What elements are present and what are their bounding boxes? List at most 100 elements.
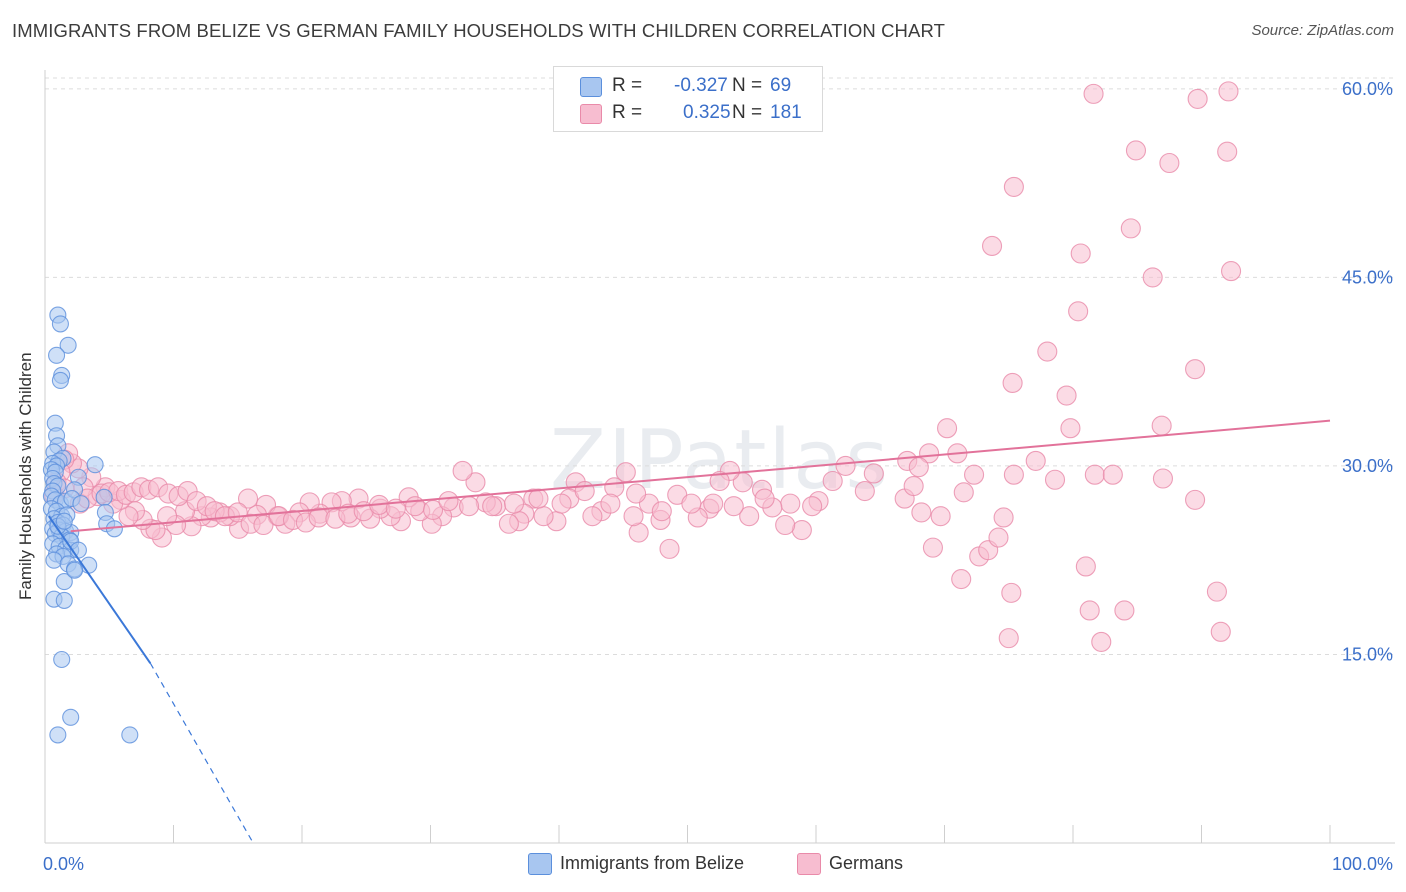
data-point-germans <box>600 493 621 514</box>
data-point-belize <box>72 495 90 513</box>
data-point-germans <box>835 455 856 476</box>
legend-swatch-germans <box>580 104 602 124</box>
legend-r-label: R = <box>612 75 643 96</box>
trendline-germans <box>70 419 1331 533</box>
data-point-germans <box>951 568 972 590</box>
data-point-germans <box>1070 243 1091 264</box>
data-point-belize <box>95 488 113 506</box>
data-point-germans <box>822 470 843 492</box>
data-point-belize <box>121 726 139 744</box>
data-point-germans <box>854 481 875 502</box>
data-point-germans <box>1084 464 1105 485</box>
data-point-germans <box>1083 83 1104 104</box>
trendline-belize-extension <box>149 662 254 844</box>
data-point-germans <box>802 496 823 517</box>
data-point-germans <box>1185 359 1206 380</box>
tick-labels: 15.0% 30.0% 45.0% 60.0% 0.0% 100.0% <box>43 79 1393 874</box>
data-point-germans <box>1003 464 1024 485</box>
bottom-legend-swatch-belize <box>528 853 552 875</box>
y-tick-label: 45.0% <box>1342 267 1393 287</box>
y-tick-label: 30.0% <box>1342 456 1393 476</box>
bottom-legend-label-belize: Immigrants from Belize <box>560 853 745 873</box>
germans-series <box>43 81 1242 652</box>
legend-r-label: R = <box>612 102 643 123</box>
data-point-germans <box>1037 341 1058 362</box>
data-point-germans <box>1056 385 1077 406</box>
data-point-germans <box>1210 621 1231 642</box>
data-point-germans <box>775 514 796 536</box>
data-point-germans <box>930 506 951 527</box>
data-point-germans <box>482 496 503 517</box>
data-point-germans <box>1151 415 1172 436</box>
data-point-germans <box>780 493 801 514</box>
legend-r-value-belize: -0.327 <box>674 75 728 96</box>
data-point-germans <box>574 481 595 502</box>
data-point-germans <box>503 493 525 514</box>
data-point-germans <box>863 463 884 484</box>
data-point-germans <box>1091 631 1112 652</box>
data-point-germans <box>1114 600 1135 621</box>
data-point-germans <box>458 496 480 517</box>
data-point-germans <box>1002 372 1023 394</box>
bottom-legend-swatch-germans <box>797 853 821 875</box>
data-point-germans <box>791 519 812 541</box>
data-point-germans <box>1187 88 1208 109</box>
data-point-belize <box>51 371 69 390</box>
data-point-germans <box>754 488 775 509</box>
data-point-germans <box>981 235 1003 257</box>
data-point-germans <box>911 502 932 523</box>
data-point-germans <box>1060 418 1081 439</box>
data-point-germans <box>551 493 572 514</box>
data-point-germans <box>709 470 730 492</box>
data-point-germans <box>1102 464 1123 485</box>
data-point-germans <box>988 527 1009 548</box>
data-point-belize <box>48 346 66 364</box>
data-point-belize <box>59 336 77 354</box>
data-point-germans <box>1142 267 1163 288</box>
trendlines <box>48 419 1331 844</box>
data-point-germans <box>723 496 744 517</box>
data-point-germans <box>659 538 680 559</box>
data-point-germans <box>681 493 702 514</box>
data-point-germans <box>908 457 929 478</box>
data-point-belize <box>51 315 69 333</box>
data-point-germans <box>465 472 486 493</box>
data-point-germans <box>739 506 760 527</box>
axes <box>44 70 1395 844</box>
data-point-germans <box>438 491 459 512</box>
data-point-germans <box>157 506 178 527</box>
data-point-germans <box>1001 582 1022 603</box>
x-tick-label: 0.0% <box>43 854 84 874</box>
data-point-germans <box>993 507 1014 528</box>
data-point-germans <box>626 483 647 504</box>
legend-r-value-germans: 0.325 <box>683 102 731 123</box>
data-point-belize <box>53 650 71 669</box>
chart-title: IMMIGRANTS FROM BELIZE VS GERMAN FAMILY … <box>12 20 945 41</box>
data-point-germans <box>998 628 1019 649</box>
legend-n-label: N = <box>732 102 763 123</box>
belize-series <box>42 306 139 744</box>
y-tick-label: 60.0% <box>1342 79 1393 99</box>
data-point-germans <box>1125 140 1147 161</box>
stats-legend: R = -0.327 N = 69 R = 0.325 N = 181 <box>553 66 823 132</box>
data-point-germans <box>1075 556 1096 577</box>
data-point-germans <box>1185 489 1206 510</box>
data-point-belize <box>55 591 73 609</box>
data-point-germans <box>533 506 554 527</box>
y-tick-label: 15.0% <box>1342 644 1393 664</box>
legend-n-label: N = <box>732 75 763 96</box>
data-point-germans <box>1068 301 1089 322</box>
x-tick-label: 100.0% <box>1332 854 1393 874</box>
data-point-germans <box>919 443 940 464</box>
trendline-belize <box>48 515 152 664</box>
data-point-germans <box>237 488 259 509</box>
data-point-germans <box>498 513 519 534</box>
data-point-germans <box>582 506 603 527</box>
data-point-belize <box>86 456 104 474</box>
data-point-germans <box>937 418 958 439</box>
data-point-belize <box>55 512 73 530</box>
data-point-germans <box>1218 81 1239 102</box>
legend-n-value-germans: 181 <box>770 102 802 123</box>
legend-n-value-belize: 69 <box>770 75 792 96</box>
